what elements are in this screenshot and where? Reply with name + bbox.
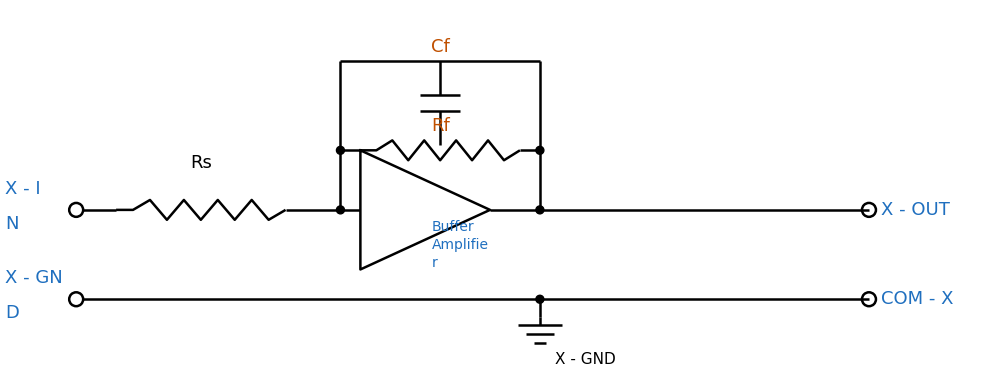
Text: X - I: X - I xyxy=(5,180,41,198)
Text: X - GN: X - GN xyxy=(5,269,63,288)
Circle shape xyxy=(535,206,543,214)
Text: Cf: Cf xyxy=(431,38,450,56)
Text: Rf: Rf xyxy=(431,118,450,135)
Circle shape xyxy=(337,146,345,154)
Circle shape xyxy=(535,295,543,303)
Text: COM - X: COM - X xyxy=(881,290,953,308)
Text: D: D xyxy=(5,304,19,322)
Text: Buffer: Buffer xyxy=(432,220,475,234)
Text: Rs: Rs xyxy=(190,154,212,172)
Text: Amplifie: Amplifie xyxy=(432,238,489,252)
Circle shape xyxy=(337,206,345,214)
Circle shape xyxy=(535,146,543,154)
Text: r: r xyxy=(432,256,438,270)
Text: N: N xyxy=(5,215,19,233)
Text: X - GND: X - GND xyxy=(554,352,615,367)
Text: X - OUT: X - OUT xyxy=(881,201,950,219)
